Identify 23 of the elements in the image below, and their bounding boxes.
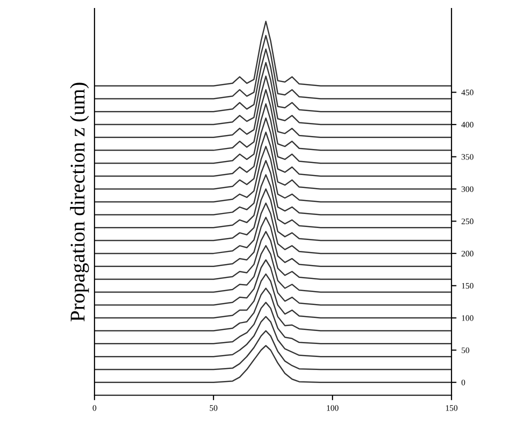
line-series (94, 259, 452, 306)
y-tick-label: 0 (462, 380, 466, 386)
y-tick-label: 50 (462, 347, 470, 354)
y-tick-label: 150 (462, 283, 474, 289)
y-tick-label: 300 (462, 186, 474, 192)
line-series (94, 330, 452, 370)
line-series (94, 344, 452, 383)
y-tick-label: 200 (462, 250, 474, 256)
line-series (94, 316, 452, 358)
y-tick-label: 400 (461, 122, 474, 128)
x-tick-label: 100 (326, 405, 338, 411)
y-tick-label: 450 (461, 90, 474, 96)
x-tick-label: 0 (92, 405, 96, 411)
x-tick-label: 50 (210, 405, 218, 411)
y-tick-label: 250 (462, 218, 474, 224)
x-tick-label: 150 (446, 405, 458, 411)
line-series (94, 273, 452, 319)
line-series (94, 245, 452, 293)
y-tick-label: 100 (462, 315, 474, 321)
y-tick-label: 350 (462, 154, 474, 160)
y-axis-title: Propagation direction z (um) (70, 82, 89, 322)
line-series (94, 302, 452, 344)
line-series (94, 288, 452, 332)
